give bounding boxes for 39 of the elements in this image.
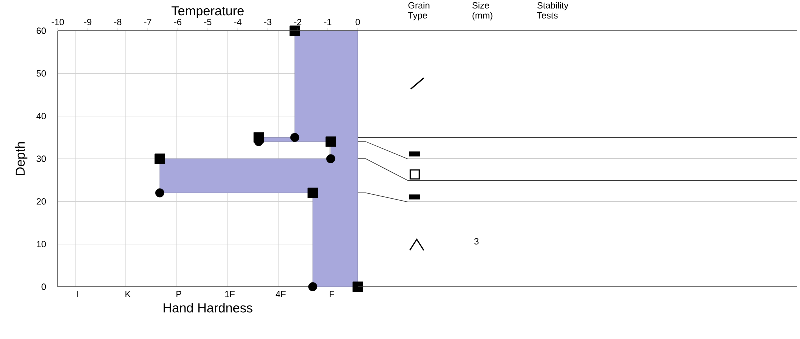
text: Size (mm) — [472, 2, 493, 21]
y-tick-label: 10 — [37, 241, 46, 248]
text: 4F — [276, 291, 286, 298]
y-tick-label: 50 — [36, 70, 46, 77]
x-tick-label: 0 — [356, 19, 360, 26]
y-tick-label: 40 — [36, 113, 46, 120]
text: Hand Hardness — [164, 303, 253, 313]
point — [290, 26, 300, 36]
y-axis-title: Depth — [15, 142, 28, 176]
x-tick-label: -5 — [204, 19, 212, 26]
text: 3 — [474, 238, 479, 245]
point — [308, 188, 318, 198]
text: F — [330, 291, 334, 298]
x-axis-title: Temperature — [172, 6, 244, 18]
text: Grain Type — [408, 2, 430, 21]
y-tick-label: 60 — [36, 28, 46, 34]
x-tick-label: -7 — [144, 19, 152, 26]
point — [326, 136, 336, 148]
text: P — [176, 291, 182, 298]
point — [352, 282, 364, 292]
text: Stability Tests — [537, 2, 569, 19]
y-tick-label: 0 — [42, 284, 46, 290]
y-tick-label: 30 — [36, 156, 46, 162]
text: 1F — [225, 291, 235, 298]
x-tick-label: -10 — [52, 19, 64, 26]
point — [154, 154, 166, 164]
x-tick-label: -9 — [84, 19, 92, 26]
x-tick-label: -3 — [264, 19, 272, 26]
point — [308, 282, 318, 292]
text: K — [126, 291, 131, 298]
x-tick-label: -4 — [234, 19, 242, 26]
point — [156, 188, 165, 198]
point — [326, 154, 336, 164]
point — [290, 133, 300, 142]
x-tick-label: -6 — [174, 19, 182, 26]
x-tick-label: -2 — [294, 19, 302, 26]
x-tick-label: -8 — [114, 19, 122, 26]
y-tick-label: 20 — [36, 198, 46, 205]
x-tick-label: -1 — [324, 19, 332, 26]
